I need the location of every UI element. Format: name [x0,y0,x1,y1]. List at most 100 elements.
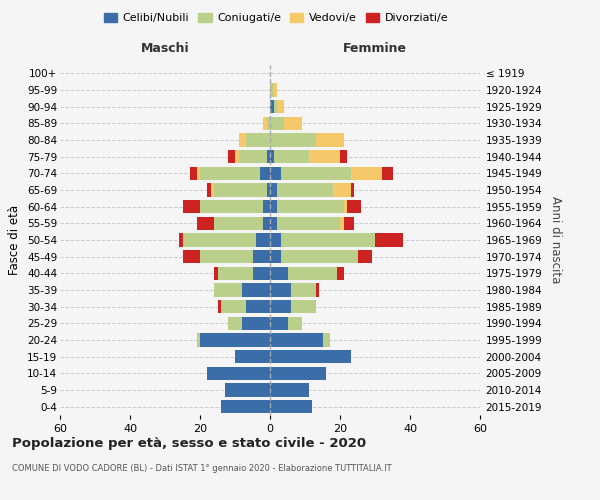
Bar [214,284,242,296]
Bar [323,334,329,346]
Bar [239,150,266,164]
Bar [266,116,270,130]
Bar [224,384,270,396]
Bar [340,150,347,164]
Bar [270,316,287,330]
Bar [197,216,214,230]
Bar [197,334,200,346]
Bar [382,166,392,180]
Bar [350,184,354,196]
Bar [221,400,270,413]
Bar [316,284,319,296]
Bar [270,400,312,413]
Text: Maschi: Maschi [140,42,190,55]
Bar [358,250,371,264]
Bar [207,366,270,380]
Bar [182,250,200,264]
Bar [260,166,270,180]
Bar [270,366,326,380]
Bar [179,234,182,246]
Bar [270,384,308,396]
Bar [242,316,270,330]
Bar [277,200,343,213]
Bar [270,100,274,114]
Bar [263,116,266,130]
Bar [266,150,270,164]
Bar [270,266,287,280]
Bar [207,184,211,196]
Text: Femmine: Femmine [343,42,407,55]
Bar [270,84,274,96]
Bar [200,250,253,264]
Bar [253,266,270,280]
Bar [253,250,270,264]
Bar [245,300,270,314]
Bar [200,200,263,213]
Bar [270,234,281,246]
Bar [242,284,270,296]
Bar [214,184,266,196]
Bar [218,266,253,280]
Bar [343,216,354,230]
Bar [197,166,200,180]
Y-axis label: Anni di nascita: Anni di nascita [549,196,562,284]
Bar [347,200,361,213]
Text: Popolazione per età, sesso e stato civile - 2020: Popolazione per età, sesso e stato civil… [12,438,366,450]
Bar [270,300,291,314]
Bar [270,250,281,264]
Bar [214,216,263,230]
Text: COMUNE DI VODO CADORE (BL) - Dati ISTAT 1° gennaio 2020 - Elaborazione TUTTITALI: COMUNE DI VODO CADORE (BL) - Dati ISTAT … [12,464,392,473]
Bar [277,184,333,196]
Bar [270,184,277,196]
Bar [239,134,245,146]
Bar [235,350,270,364]
Bar [270,200,277,213]
Bar [270,216,277,230]
Bar [200,166,260,180]
Bar [190,166,197,180]
Bar [277,100,284,114]
Bar [287,266,337,280]
Bar [274,100,277,114]
Bar [214,266,218,280]
Bar [270,334,323,346]
Bar [284,116,302,130]
Bar [235,150,239,164]
Bar [270,284,291,296]
Bar [281,234,375,246]
Bar [340,216,343,230]
Bar [266,184,270,196]
Bar [270,150,274,164]
Bar [200,334,270,346]
Bar [221,300,245,314]
Bar [274,84,277,96]
Bar [263,200,270,213]
Bar [274,150,308,164]
Bar [308,150,340,164]
Bar [182,234,256,246]
Bar [263,216,270,230]
Bar [287,316,302,330]
Bar [270,134,316,146]
Bar [291,300,316,314]
Bar [291,284,316,296]
Bar [277,216,340,230]
Bar [270,116,284,130]
Bar [218,300,221,314]
Bar [245,134,270,146]
Bar [281,250,358,264]
Bar [228,316,242,330]
Legend: Celibi/Nubili, Coniugati/e, Vedovi/e, Divorziati/e: Celibi/Nubili, Coniugati/e, Vedovi/e, Di… [100,8,452,28]
Bar [337,266,343,280]
Bar [228,150,235,164]
Bar [375,234,403,246]
Bar [316,134,343,146]
Bar [281,166,350,180]
Bar [182,200,200,213]
Bar [333,184,350,196]
Bar [350,166,382,180]
Bar [270,350,350,364]
Bar [270,166,281,180]
Bar [256,234,270,246]
Bar [343,200,347,213]
